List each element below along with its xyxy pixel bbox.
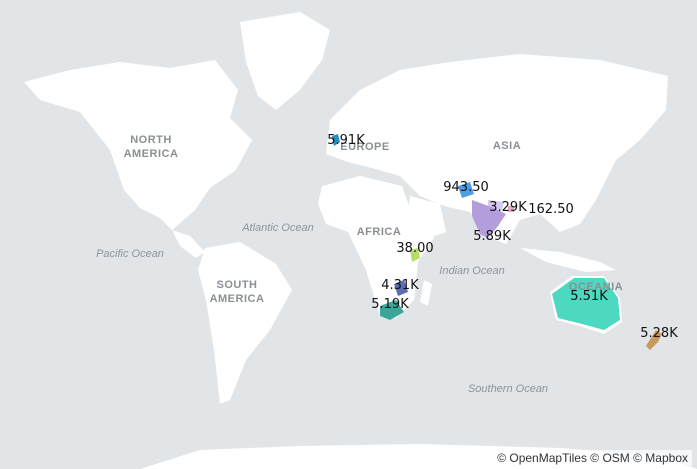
land-indonesia [520, 248, 616, 272]
region-label-europe: EUROPE [340, 141, 389, 153]
value-label-bhutan: 162.50 [528, 202, 574, 217]
value-label-uk: 5.91K [327, 133, 365, 148]
land-eurasia [326, 54, 668, 244]
value-label-nepal: 3.29K [489, 200, 527, 215]
region-label-south-america: AMERICA [210, 293, 265, 305]
country-kazakhstan-area[interactable] [458, 182, 474, 198]
ocean-label-southern-ocean: Southern Ocean [468, 383, 548, 395]
region-label-north-america: NORTH [130, 134, 172, 146]
region-label-south-america: SOUTH [217, 279, 258, 291]
value-label-south-africa: 5.19K [371, 297, 409, 312]
map-attribution[interactable]: © OpenMapTiles © OSM © Mapbox [493, 450, 692, 466]
value-label-zambia: 4.31K [381, 278, 419, 293]
land-madagascar [420, 280, 432, 306]
country-malawi[interactable] [410, 248, 420, 262]
country-india[interactable] [472, 200, 506, 238]
value-label-india: 5.89K [473, 229, 511, 244]
land-south-america [198, 242, 292, 404]
country-layer [332, 134, 662, 350]
region-label-oceania: OCEANIA [569, 281, 623, 293]
ocean-label-atlantic-ocean: Atlantic Ocean [241, 222, 314, 234]
value-label-kazakhstan-area: 943.50 [443, 180, 489, 195]
region-label-asia: ASIA [493, 140, 521, 152]
country-uk[interactable] [332, 134, 340, 146]
country-zambia[interactable] [394, 280, 408, 296]
country-bhutan[interactable] [508, 206, 514, 212]
value-label-malawi: 38.00 [396, 241, 433, 256]
ocean-labels: Pacific Ocean Atlantic Ocean Indian Ocean S… [96, 222, 548, 395]
land-central-america [172, 230, 205, 258]
country-south-africa[interactable] [380, 300, 404, 320]
region-label-north-america: AMERICA [124, 148, 179, 160]
region-label-africa: AFRICA [357, 226, 402, 238]
value-label-australia: 5.51K [570, 289, 608, 304]
country-new-zealand[interactable] [646, 330, 662, 350]
land-africa [318, 176, 434, 318]
region-labels: NORTH AMERICA SOUTH AMERICA EUROPE AFRICA ASIA… [124, 134, 623, 305]
land-north-america [24, 60, 252, 230]
land-greenland [240, 12, 330, 110]
ocean-label-indian-ocean: Indian Ocean [439, 265, 504, 277]
value-labels: 5.91K 943.503.29K 162.50 5.89K 38.00 4.31K 5.1… [327, 133, 678, 341]
value-label-new-zealand: 5.28K [640, 326, 678, 341]
ocean-label-pacific-ocean: Pacific Ocean [96, 248, 164, 260]
country-australia[interactable] [552, 278, 620, 330]
